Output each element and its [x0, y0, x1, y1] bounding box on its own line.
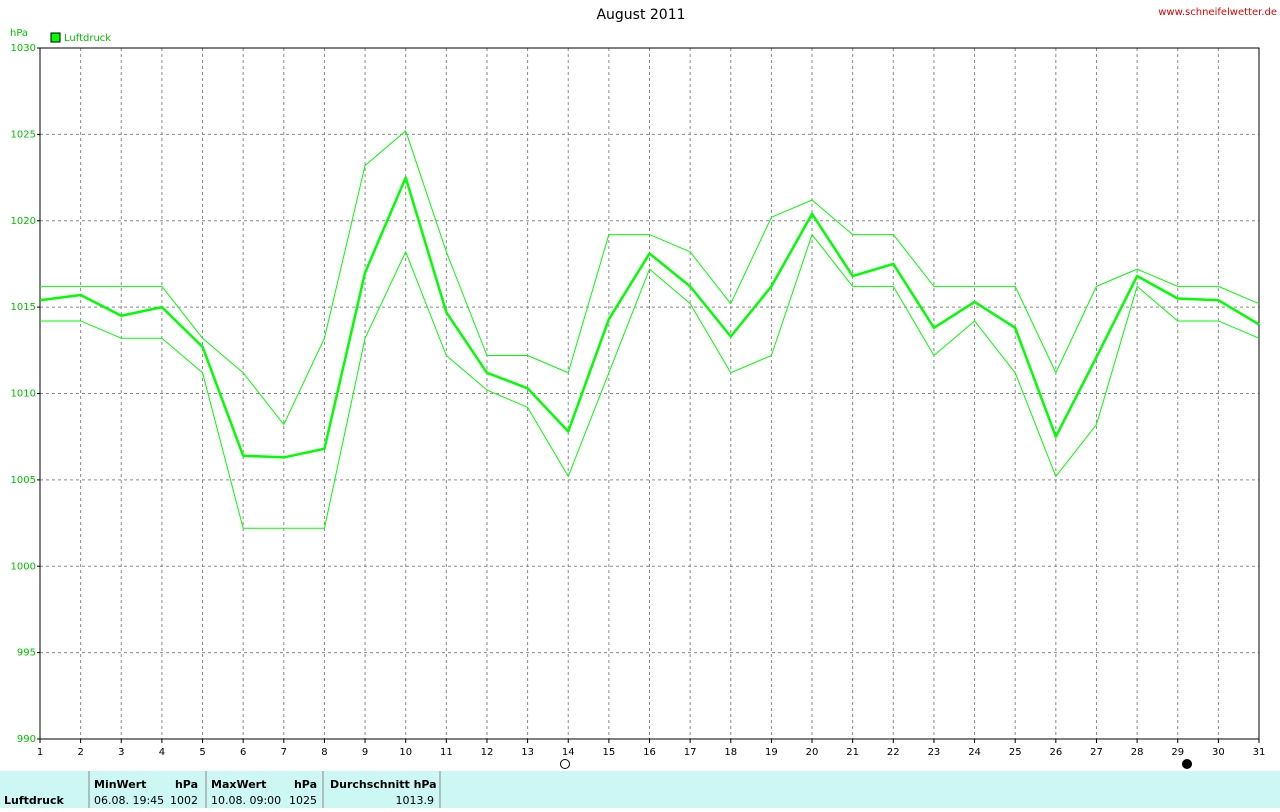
y-tick-label: 1015 [11, 302, 36, 313]
x-tick-label: 9 [362, 747, 368, 758]
x-tick-label: 1 [37, 747, 43, 758]
x-tick-label: 19 [765, 747, 778, 758]
x-tick-label: 22 [887, 747, 900, 758]
y-tick-label: 1000 [11, 561, 36, 572]
y-unit: hPa [10, 28, 28, 39]
x-tick-label: 10 [399, 747, 412, 758]
header: MinWert [94, 778, 146, 791]
x-tick-label: 20 [806, 747, 819, 758]
y-tick-label: 1010 [11, 389, 36, 400]
x-tick-label: 23 [928, 747, 941, 758]
x-tick-label: 5 [199, 747, 205, 758]
x-tick-label: 29 [1171, 747, 1184, 758]
stats-table: Luftdruck MinWert hPa 06.08. 19:45 1002 … [0, 771, 1280, 808]
x-tick-label: 18 [724, 747, 737, 758]
x-tick-label: 21 [846, 747, 859, 758]
x-tick-label: 4 [159, 747, 165, 758]
x-tick-label: 8 [321, 747, 327, 758]
time: 06.08. 19:45 [94, 794, 164, 807]
range-line [40, 234, 1260, 529]
x-tick-label: 30 [1212, 747, 1225, 758]
y-tick-label: 1030 [11, 43, 36, 54]
y-tick-label: 995 [17, 648, 36, 659]
data-line [39, 176, 1260, 459]
value: 1002 [170, 794, 198, 807]
x-tick-label: 24 [968, 747, 981, 758]
y-tick-label: 1005 [11, 475, 36, 486]
row-label: Luftdruck [4, 794, 65, 807]
value: 1013.9 [396, 794, 435, 807]
plot-border [39, 47, 1260, 740]
x-tick-label: 12 [481, 747, 494, 758]
x-tick-label: 11 [440, 747, 453, 758]
value: 1025 [289, 794, 317, 807]
x-tick-label: 15 [602, 747, 615, 758]
source: www.schneifelwetter.de [1158, 7, 1277, 18]
x-tick-label: 14 [562, 747, 575, 758]
x-tick-label: 26 [1049, 747, 1062, 758]
x-tick-label: 2 [77, 747, 83, 758]
y-tick-label: 1025 [11, 129, 36, 140]
moon-full [560, 759, 570, 769]
range-line [40, 130, 1260, 426]
x-tick-label: 7 [281, 747, 287, 758]
time: 10.08. 09:00 [211, 794, 281, 807]
y-tick-label: 1020 [11, 216, 36, 227]
moon-new [1182, 759, 1192, 769]
unit: hPa [175, 778, 198, 791]
x-tick-label: 3 [118, 747, 124, 758]
y-tick-label: 990 [17, 734, 36, 745]
x-tick-label: 17 [684, 747, 697, 758]
table-bg [0, 771, 1280, 808]
x-tick-label: 25 [1009, 747, 1022, 758]
x-tick-label: 13 [521, 747, 534, 758]
header: Durchschnitt hPa [330, 778, 437, 791]
legend-label: Luftdruck [64, 33, 111, 44]
chart-title: August 2011 [596, 7, 685, 23]
x-tick-label: 27 [1090, 747, 1103, 758]
legend-swatch [50, 32, 61, 43]
x-tick-label: 28 [1131, 747, 1144, 758]
x-tick-label: 6 [240, 747, 246, 758]
x-tick-label: 31 [1253, 747, 1266, 758]
x-tick-label: 16 [643, 747, 656, 758]
unit: hPa [294, 778, 317, 791]
header: MaxWert [211, 778, 266, 791]
